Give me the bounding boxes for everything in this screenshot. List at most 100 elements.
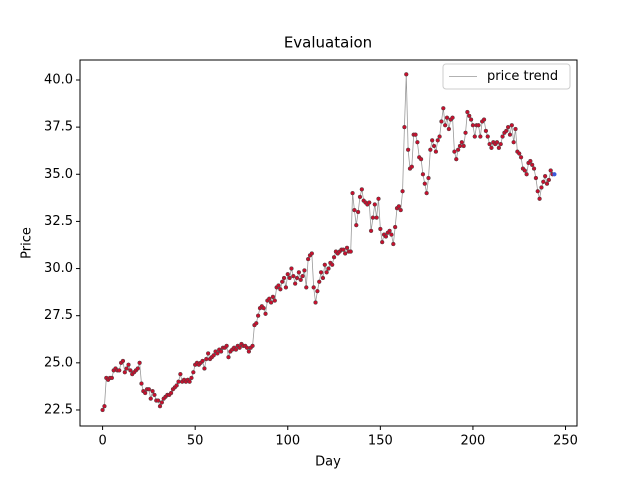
point <box>330 262 335 267</box>
point <box>355 209 361 215</box>
point <box>476 123 481 128</box>
point <box>211 353 216 358</box>
point <box>109 375 114 381</box>
point <box>383 234 389 239</box>
point <box>294 275 300 281</box>
point <box>280 279 285 284</box>
point <box>352 207 357 213</box>
point <box>343 251 348 256</box>
point <box>489 145 494 151</box>
point <box>218 349 224 354</box>
point <box>250 343 255 349</box>
point <box>200 358 205 364</box>
point <box>465 109 470 115</box>
point <box>313 300 318 305</box>
point <box>322 262 327 267</box>
point <box>189 375 194 381</box>
point <box>152 392 157 398</box>
point <box>304 285 309 290</box>
point <box>498 141 503 147</box>
point <box>494 140 500 145</box>
point <box>380 240 385 245</box>
point <box>507 132 513 137</box>
point <box>176 379 181 384</box>
point <box>517 151 522 156</box>
point <box>155 398 161 403</box>
point <box>315 289 320 294</box>
point <box>122 370 127 375</box>
axes-frame <box>79 59 578 427</box>
point <box>424 190 429 196</box>
point <box>178 371 183 377</box>
point <box>418 157 424 162</box>
point <box>420 172 426 177</box>
point <box>505 124 511 130</box>
point <box>413 132 418 137</box>
point <box>150 388 155 394</box>
x-axis-label: Day <box>315 455 341 470</box>
point <box>543 174 548 179</box>
point <box>444 115 450 120</box>
y-tick-label: 22.5 <box>44 402 73 417</box>
point <box>481 117 487 122</box>
point <box>143 390 148 396</box>
point <box>255 313 261 318</box>
chart-title: Evaluataion <box>284 34 372 52</box>
point <box>461 143 466 149</box>
point <box>522 168 527 173</box>
point <box>278 287 283 292</box>
point <box>359 187 364 192</box>
point <box>433 149 439 154</box>
point <box>226 355 231 360</box>
point <box>268 300 274 305</box>
legend-box <box>442 63 571 90</box>
point <box>348 249 353 254</box>
point <box>496 145 502 151</box>
point <box>272 298 277 303</box>
point <box>452 149 457 154</box>
point <box>372 202 377 207</box>
point <box>472 134 477 139</box>
point <box>320 275 326 281</box>
point <box>483 128 489 134</box>
x-tick-label: 250 <box>553 434 578 449</box>
point <box>344 245 350 250</box>
point <box>430 138 435 143</box>
point <box>437 134 442 139</box>
y-tick-label: 32.5 <box>44 214 73 229</box>
point <box>281 275 287 281</box>
point <box>350 190 355 196</box>
point <box>389 232 394 237</box>
point <box>500 134 505 139</box>
point <box>291 273 296 279</box>
point <box>224 343 229 349</box>
y-tick-label: 25.0 <box>44 355 73 370</box>
point <box>261 305 266 311</box>
point <box>485 134 490 139</box>
y-tick-label: 40.0 <box>44 72 73 87</box>
x-tick-label: 0 <box>98 434 106 449</box>
point <box>396 204 402 209</box>
point <box>305 256 311 262</box>
point <box>539 185 544 190</box>
point <box>402 124 407 130</box>
y-tick-label: 30.0 <box>44 261 73 276</box>
point <box>459 140 464 145</box>
point <box>478 134 483 139</box>
point <box>398 207 403 213</box>
point <box>148 396 153 401</box>
point <box>376 196 381 201</box>
point <box>237 345 242 350</box>
point <box>509 123 514 128</box>
point <box>285 272 290 277</box>
point <box>191 370 196 375</box>
point <box>405 147 411 152</box>
point <box>468 117 474 122</box>
point <box>367 200 372 205</box>
point <box>455 147 461 152</box>
point <box>341 247 346 252</box>
point <box>541 179 546 184</box>
point <box>126 362 131 367</box>
point <box>546 177 552 183</box>
point <box>518 155 524 160</box>
